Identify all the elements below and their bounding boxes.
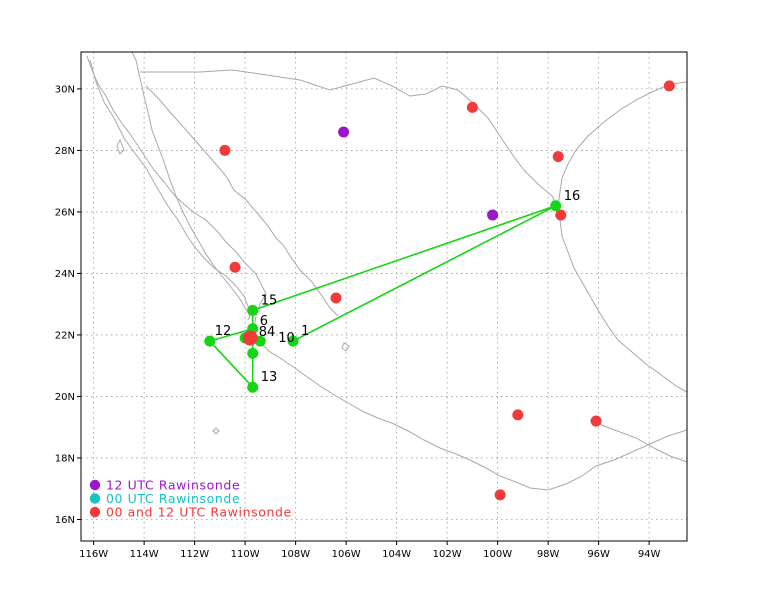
station-00-12utc — [219, 144, 231, 156]
tick-label-lon: 94W — [638, 549, 661, 560]
legend-label: 12 UTC Rawinsonde — [106, 478, 240, 493]
coastline-south — [589, 419, 687, 463]
island-revillagigedo — [212, 427, 220, 435]
tick-label-lat: 22N — [55, 330, 75, 341]
station-00-12utc — [330, 292, 342, 304]
legend-marker — [89, 493, 101, 504]
legend-label: 00 and 12 UTC Rawinsonde — [106, 505, 292, 520]
tick-label-lon: 112W — [180, 549, 209, 560]
tick-label-lon: 100W — [483, 549, 512, 560]
legend-marker — [89, 479, 101, 491]
track-point-label: 16 — [564, 189, 581, 204]
coastline-baja — [89, 52, 251, 321]
tick-label-lon: 106W — [332, 549, 361, 560]
track-point — [287, 335, 299, 347]
graticule — [81, 52, 687, 541]
track-point-label: 10 — [278, 331, 295, 346]
coastline-sonora — [145, 85, 339, 317]
tick-label-lat: 24N — [55, 269, 75, 280]
track-point-label: 6 — [260, 314, 268, 329]
track-point — [550, 200, 562, 212]
station-12utc — [487, 209, 499, 221]
legend-marker — [89, 506, 101, 518]
tick-label-lon: 96W — [587, 549, 610, 560]
tick-label-lon: 102W — [433, 549, 462, 560]
tick-label-lat: 18N — [55, 453, 75, 464]
station-00-12utc — [552, 151, 564, 163]
border-rio-grande — [140, 69, 559, 207]
station-00-12utc — [494, 489, 506, 501]
tick-label-lon: 104W — [382, 549, 411, 560]
station-00-12utc — [229, 261, 241, 273]
tick-label-lon: 98W — [537, 549, 560, 560]
station-00-12utc — [466, 101, 478, 113]
station-12utc — [338, 126, 350, 138]
tick-label-lat: 30N — [55, 84, 75, 95]
station-00-12utc — [512, 409, 524, 421]
tick-label-lat: 26N — [55, 207, 75, 218]
tick-label-lon: 116W — [79, 549, 108, 560]
track-point-label: 1 — [301, 324, 309, 339]
plot-area — [81, 52, 687, 541]
tick-label-lat: 28N — [55, 146, 75, 157]
coastline-pacific — [86, 55, 687, 491]
track-point-label: 15 — [261, 293, 278, 308]
rawinsonde-stations — [219, 80, 675, 501]
island-cedros — [116, 138, 125, 155]
track-lines — [208, 205, 557, 390]
island-tres-marias — [341, 342, 350, 352]
station-cluster-center — [242, 330, 258, 346]
track-point — [247, 347, 259, 359]
coastlines — [86, 52, 687, 491]
tick-label-lon: 110W — [231, 549, 260, 560]
track-polyline — [208, 205, 557, 390]
station-00-12utc — [555, 209, 567, 221]
station-00-12utc — [590, 415, 602, 427]
plot-frame — [80, 51, 688, 542]
tick-label-lat: 16N — [55, 515, 75, 526]
track-point-label: 12 — [215, 324, 232, 339]
track-point-label: 13 — [261, 370, 278, 385]
tick-label-lat: 20N — [55, 392, 75, 403]
coastline-gulf — [557, 81, 687, 393]
axis-ticks: 116W 114W 112W 110W 108W 106W 104W 102W 100W 98W 9… — [55, 84, 661, 560]
station-00-12utc — [663, 80, 675, 92]
track-point — [204, 335, 216, 347]
track-point — [247, 304, 259, 316]
tick-label-lon: 114W — [130, 549, 159, 560]
legend-label: 00 UTC Rawinsonde — [106, 491, 240, 506]
tick-label-lon: 108W — [281, 549, 310, 560]
track-point — [247, 381, 259, 393]
